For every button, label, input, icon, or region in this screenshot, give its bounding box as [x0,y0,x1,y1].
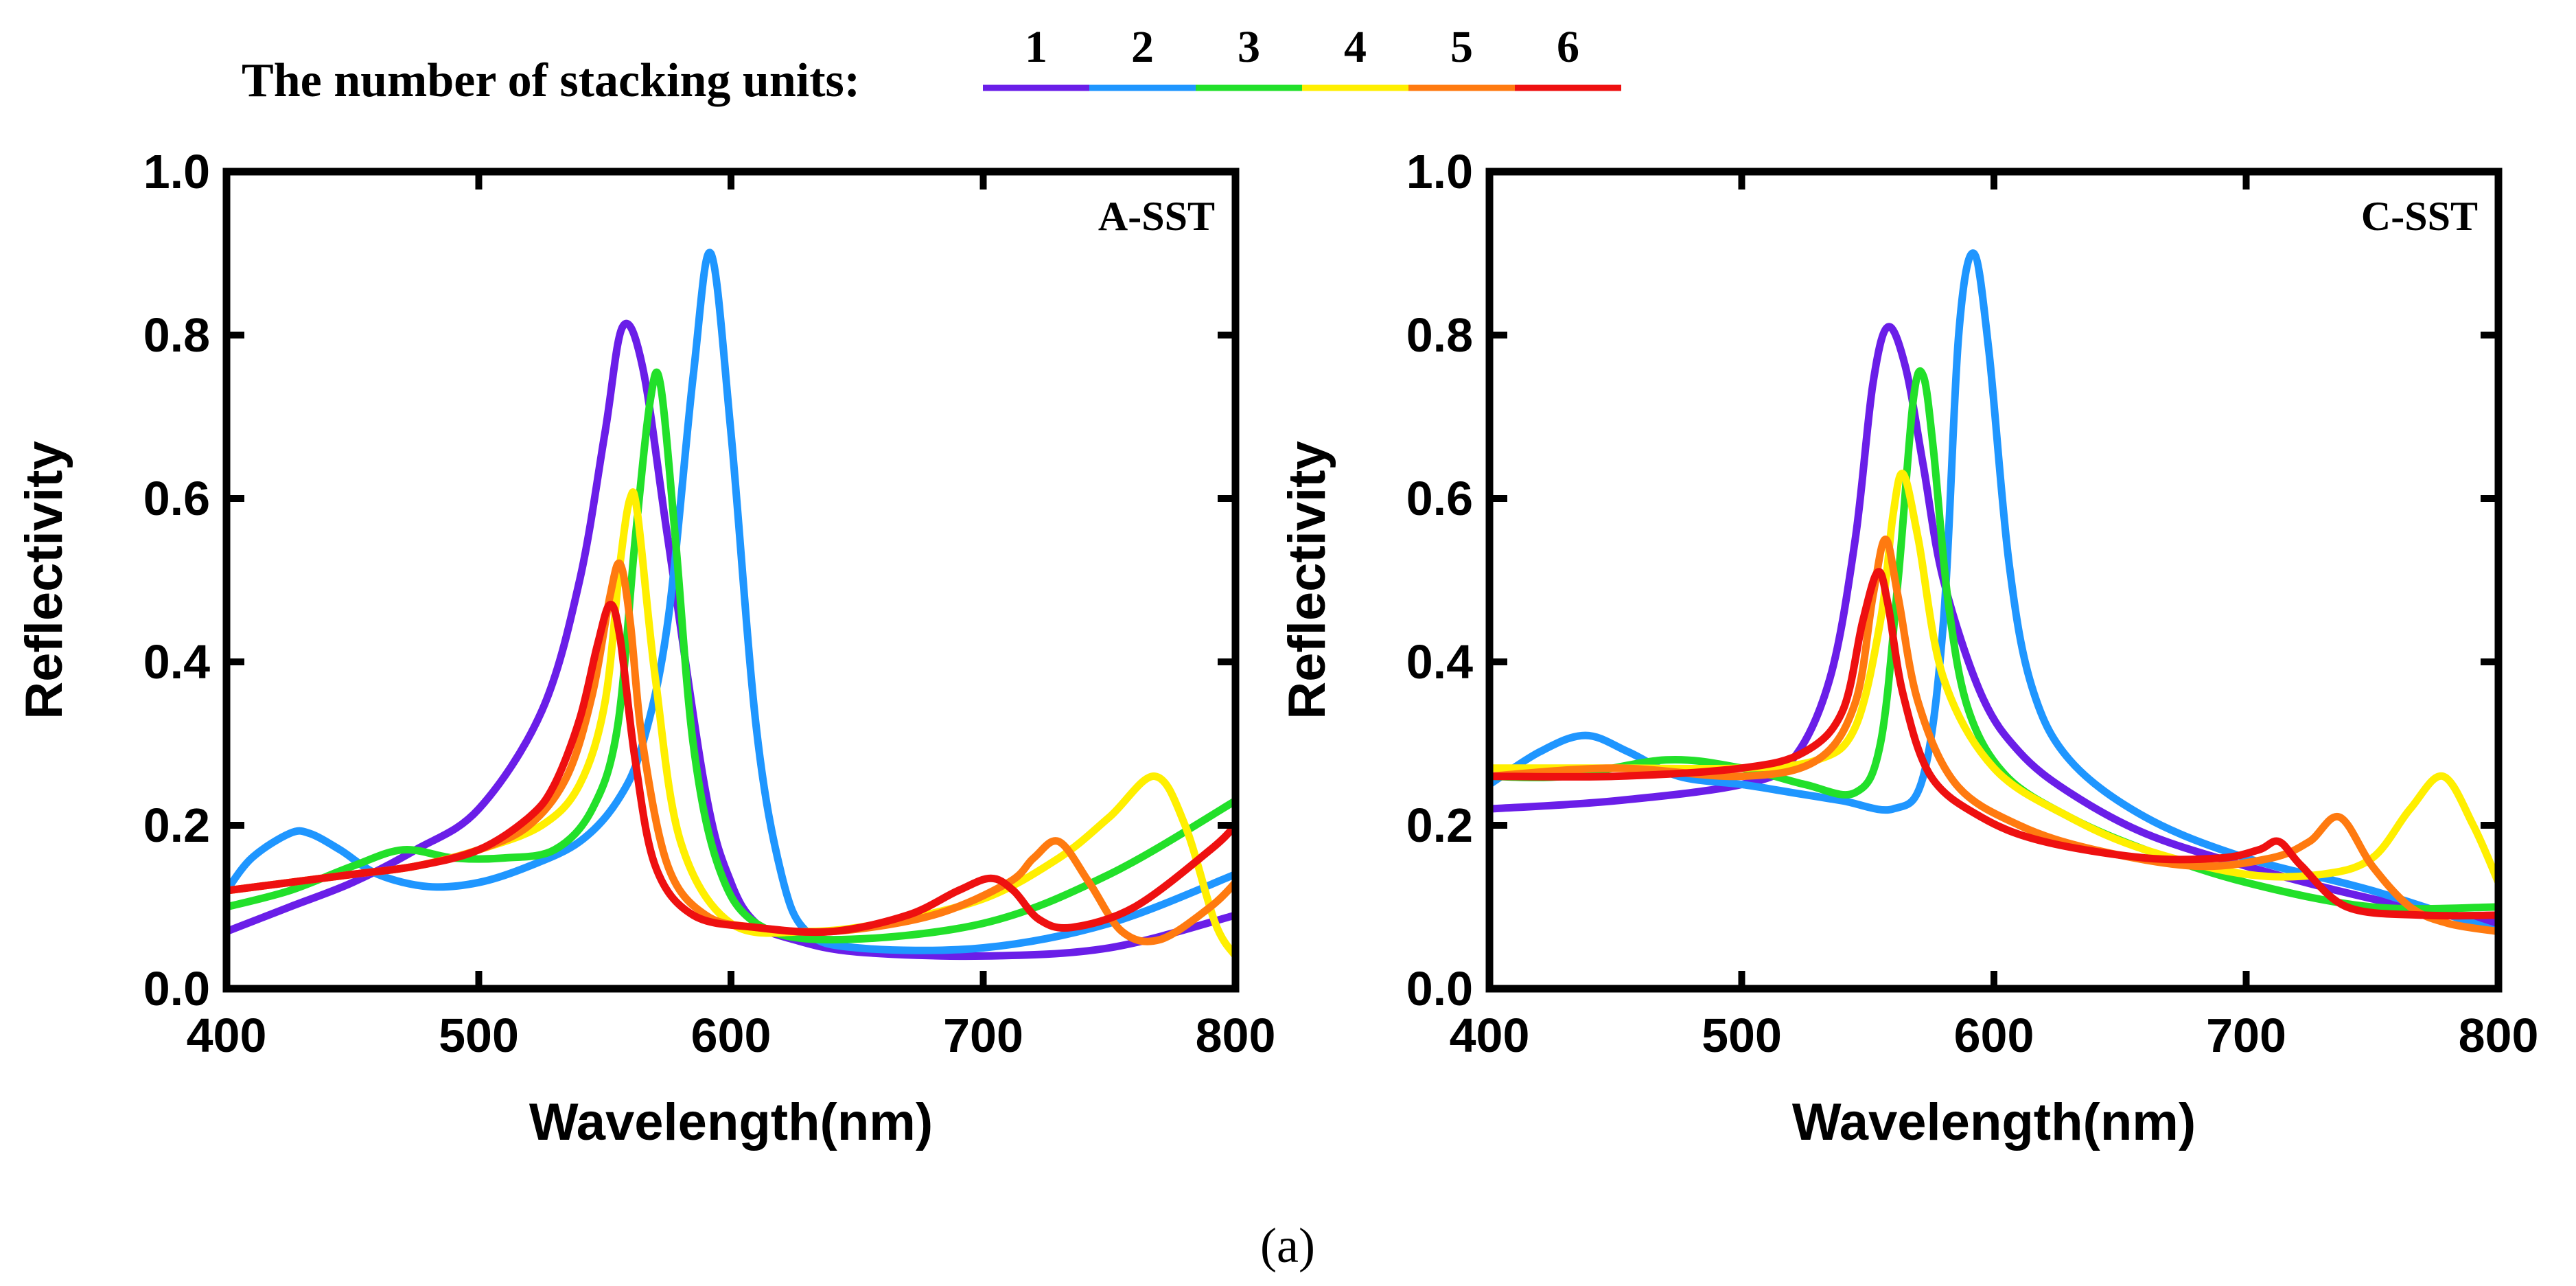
chart-a-sst-series-1 [227,319,1235,961]
chart-a-sst-y-axis-label: Reflectivity [15,441,73,720]
legend: The number of stacking units: 1 2 3 4 5 6 [242,22,1621,107]
legend-label-6: 6 [1557,22,1579,72]
chart-c-sst-x-tick-label: 600 [1954,1009,2034,1062]
legend-title: The number of stacking units: [242,54,860,107]
chart-a-sst-x-tick-label: 400 [187,1009,267,1062]
chart-c-sst-x-tick-label: 500 [1702,1009,1782,1062]
chart-c-sst-y-axis-label: Reflectivity [1278,441,1336,720]
chart-c-sst-series [1489,249,2498,936]
chart-c-sst-y-tick-label: 1.0 [1406,145,1473,198]
chart-a-sst-series [227,249,1235,961]
chart-c-sst-frame: 400 500 600 700 800 0.0 0.2 0.4 0.6 0.8 1.0 [1406,145,2539,1062]
chart-a-sst-series-6 [227,601,1235,937]
chart-c-sst-x-axis-label: Wavelength(nm) [1792,1093,2196,1151]
chart-a-sst-y-tick-label: 0.6 [143,472,210,525]
chart-c-sst-series-6 [1489,568,2498,920]
chart-c-sst-x-tick-label: 400 [1450,1009,1530,1062]
legend-label-2: 2 [1131,22,1154,72]
chart-a-sst-y-tick-label: 0.8 [143,308,210,362]
chart-c-sst-title: C-SST [2361,194,2478,239]
chart-a-sst-y-tick-label: 0.0 [143,962,210,1015]
chart-a-sst-y-tick-label: 1.0 [143,145,210,198]
legend-label-4: 4 [1344,22,1367,72]
chart-c-sst-y-tick-label: 0.0 [1406,962,1473,1015]
chart-a-sst-x-tick-label: 700 [943,1009,1023,1062]
chart-a-sst-frame: 400 500 600 700 800 0.0 0.2 0.4 0.6 0.8 1.0 [143,145,1276,1062]
chart-c-sst-x-tick-label: 700 [2206,1009,2286,1062]
chart-c-sst-y-tick-label: 0.4 [1406,635,1473,689]
chart-a-sst-y-tick-label: 0.4 [143,635,210,689]
chart-c-sst-x-tick-label: 800 [2459,1009,2539,1062]
chart-c-sst-y-tick-label: 0.2 [1406,799,1473,852]
chart-a-sst-x-tick-label: 500 [439,1009,519,1062]
chart-c-sst-series-5 [1489,536,2498,936]
legend-label-5: 5 [1450,22,1473,72]
legend-items: 1 2 3 4 5 6 [983,22,1621,91]
chart-a-sst-title: A-SST [1098,194,1215,239]
chart-a-sst-x-tick-label: 800 [1196,1009,1276,1062]
chart-a-sst-y-tick-label: 0.2 [143,799,210,852]
chart-c-sst-y-tick-label: 0.6 [1406,472,1473,525]
legend-label-3: 3 [1238,22,1260,72]
chart-c-sst-y-tick-label: 0.8 [1406,308,1473,362]
chart-a-sst-x-tick-label: 600 [691,1009,771,1062]
figure-label: (a) [1260,1218,1315,1273]
chart-a-sst-x-axis-label: Wavelength(nm) [529,1093,933,1151]
legend-label-1: 1 [1025,22,1047,72]
